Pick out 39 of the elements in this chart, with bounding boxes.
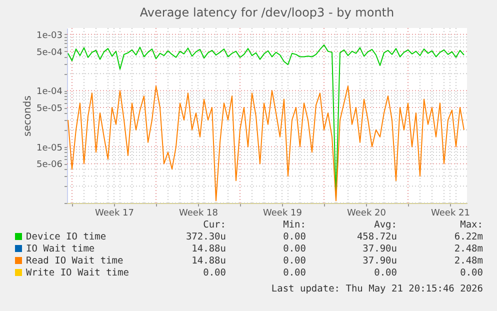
y-axis-title: seconds — [22, 96, 34, 136]
text: 14.88u — [192, 244, 226, 254]
legend-label: IO Wait time — [26, 244, 95, 254]
text: 372.30u — [186, 232, 226, 242]
text: 14.88u — [192, 256, 226, 266]
chart-title: Average latency for /dev/loop3 - by month — [140, 6, 394, 20]
text: 37.90u — [362, 244, 397, 254]
x-tick-label: Week 20 — [347, 208, 386, 218]
text: Last update: Thu May 21 20:15:46 2026 — [271, 284, 484, 294]
text: 37.90u — [362, 256, 397, 266]
y-tick-label: 1e-04 — [36, 87, 63, 98]
legend-label: Device IO time — [26, 232, 106, 242]
text: 0.00 — [203, 268, 226, 278]
text: Cur: — [203, 220, 226, 230]
text: 0.00 — [283, 256, 306, 266]
x-tick-label: Week 17 — [95, 208, 134, 218]
y-tick-label: 1e-03 — [36, 30, 62, 41]
x-tick-label: Week 18 — [179, 208, 218, 218]
y-tick-label: 1e-05 — [36, 143, 62, 154]
text: Min: — [283, 220, 306, 230]
x-tick-label: Week 21 — [431, 208, 470, 218]
y-tick-label: 5e-06 — [36, 160, 63, 170]
text: 458.72u — [356, 232, 397, 242]
x-tick-label: Week 19 — [263, 208, 302, 218]
y-tick-label: 5e-04 — [36, 48, 63, 58]
text: 0.00 — [283, 232, 306, 242]
legend-label: Read IO Wait time — [26, 256, 124, 266]
text: 0.00 — [283, 268, 306, 278]
y-tick-label: 5e-05 — [36, 104, 62, 114]
text: 6.22m — [454, 232, 484, 242]
text: 2.48m — [454, 244, 484, 254]
text: 0.00 — [283, 244, 306, 254]
legend-label: Write IO Wait time — [26, 268, 130, 278]
text: 0.00 — [374, 268, 398, 278]
text: 2.48m — [454, 256, 484, 266]
text: Avg: — [374, 220, 397, 230]
text: Max: — [460, 220, 483, 230]
text: 0.00 — [460, 268, 484, 278]
line-series — [68, 86, 464, 202]
